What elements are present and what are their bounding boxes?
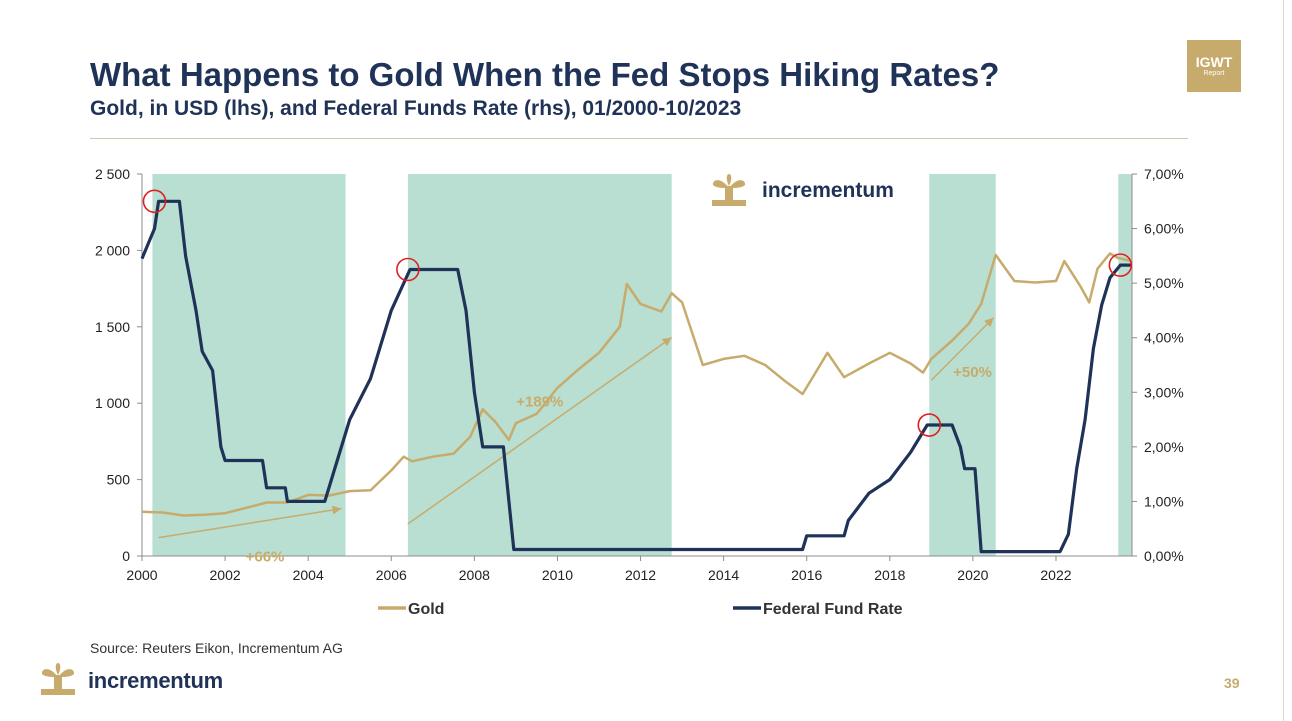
peak-marker-circle (396, 257, 420, 282)
y-left-tick-label: 1 500 (95, 319, 130, 335)
trend-arrow (930, 317, 995, 381)
shaded-periods (152, 174, 1132, 556)
x-tick-label: 2012 (625, 567, 656, 583)
trend-label: +50% (953, 364, 992, 381)
peak-marker-circle (142, 189, 167, 214)
tree-logo-icon (712, 174, 746, 206)
y-right-tick-label: 1,00% (1144, 493, 1184, 509)
fed-funds-series-line (140, 199, 1132, 554)
y-left-tick-label: 1 000 (95, 395, 130, 411)
peak-markers (142, 189, 1133, 437)
x-tick-label: 2018 (874, 567, 905, 583)
legend-label-fed: Federal Fund Rate (763, 601, 903, 618)
chart-brand-logo: incrementum (712, 174, 894, 206)
y-left-tick-label: 0 (122, 548, 130, 564)
chart-legend: Gold Federal Fund Rate (378, 601, 903, 618)
peak-marker-circle (1108, 253, 1133, 277)
trend-arrow (407, 336, 673, 525)
y-left-tick-label: 2 000 (95, 242, 130, 258)
x-tick-label: 2022 (1040, 567, 1071, 583)
page-edge-line (1283, 0, 1284, 721)
y-right-tick-label: 5,00% (1144, 275, 1184, 291)
shaded-period (1118, 174, 1132, 556)
page-number: 39 (1224, 675, 1240, 691)
y-right-tick-label: 4,00% (1144, 330, 1184, 346)
trend-arrow (158, 505, 342, 539)
trend-label: +66% (246, 549, 285, 566)
page-subtitle: Gold, in USD (lhs), and Federal Funds Ra… (90, 97, 742, 120)
x-tick-label: 2004 (293, 567, 324, 583)
trend-arrows: +66% +189% +50% (158, 317, 995, 566)
page-title: What Happens to Gold When the Fed Stops … (90, 56, 1000, 93)
footer-tree-logo-icon (41, 663, 75, 695)
y-right-tick-label: 0,00% (1144, 548, 1184, 564)
x-tick-label: 2014 (708, 567, 739, 583)
y-left-tick-label: 2 500 (95, 166, 130, 182)
y-left-tick-label: 500 (107, 472, 131, 488)
x-tick-label: 2008 (459, 567, 490, 583)
x-tick-label: 2002 (210, 567, 241, 583)
x-tick-label: 2000 (126, 567, 157, 583)
chart-axes: 2000 2002 2004 2006 2008 2010 2012 2014 2016 2018… (95, 166, 1184, 583)
x-tick-label: 2020 (957, 567, 988, 583)
badge-line-1: IGWT (1195, 54, 1233, 70)
y-right-tick-label: 7,00% (1144, 166, 1184, 182)
footer-brand: incrementum (88, 668, 223, 693)
trend-label: +189% (516, 394, 563, 411)
x-tick-label: 2006 (376, 567, 407, 583)
gold-series-line (141, 252, 1133, 517)
peak-marker-circle (917, 413, 942, 437)
badge-line-2: Report (1203, 70, 1225, 77)
y-right-tick-label: 6,00% (1144, 221, 1184, 237)
y-right-tick-label: 2,00% (1144, 439, 1184, 455)
x-tick-label: 2016 (791, 567, 822, 583)
igwt-report-badge: IGWT Report (1187, 40, 1241, 92)
y-right-tick-label: 3,00% (1144, 384, 1184, 400)
chart-brand-text: incrementum (762, 179, 894, 202)
legend-label-gold: Gold (408, 601, 444, 618)
title-divider (90, 138, 1188, 139)
shaded-period (929, 174, 996, 556)
x-tick-label: 2010 (542, 567, 573, 583)
series-lines (140, 199, 1133, 554)
source-note: Source: Reuters Eikon, Incrementum AG (90, 640, 343, 656)
